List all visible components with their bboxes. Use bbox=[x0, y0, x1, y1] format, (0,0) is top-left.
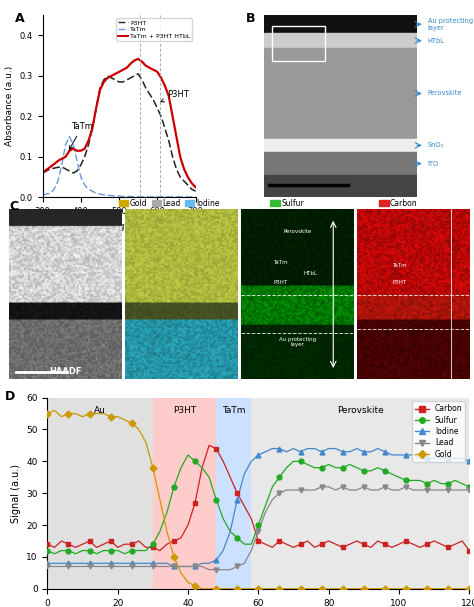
Text: C: C bbox=[9, 200, 18, 213]
Text: Perovskite: Perovskite bbox=[337, 405, 383, 415]
Bar bbox=[264, 139, 417, 152]
Text: HTbL: HTbL bbox=[428, 38, 445, 44]
Bar bbox=[47, 398, 153, 589]
Bar bbox=[216, 398, 251, 589]
Text: A: A bbox=[15, 12, 25, 24]
Text: P3HT: P3HT bbox=[161, 90, 189, 102]
Text: Sulfur: Sulfur bbox=[281, 199, 304, 208]
Text: Au: Au bbox=[94, 405, 106, 415]
Bar bbox=[264, 48, 417, 139]
Text: TaTm: TaTm bbox=[273, 260, 288, 265]
Legend: P3HT, TaTm, TaTm + P3HT HTbL: P3HT, TaTm, TaTm + P3HT HTbL bbox=[117, 18, 192, 41]
Bar bbox=[264, 33, 417, 48]
Text: Au protecting
layer: Au protecting layer bbox=[428, 18, 473, 30]
Text: TaTm: TaTm bbox=[392, 263, 407, 268]
Text: Au protecting
layer: Au protecting layer bbox=[279, 337, 316, 347]
Text: Gold: Gold bbox=[129, 199, 147, 208]
Legend: Carbon, Sulfur, Iodine, Lead, Gold: Carbon, Sulfur, Iodine, Lead, Gold bbox=[412, 401, 465, 462]
X-axis label: Wavelength (nm): Wavelength (nm) bbox=[80, 222, 158, 231]
Bar bbox=[272, 26, 326, 61]
Text: Carbon: Carbon bbox=[390, 199, 418, 208]
Bar bbox=[264, 15, 417, 33]
Text: SnO₂: SnO₂ bbox=[428, 143, 444, 148]
Text: P3HT: P3HT bbox=[273, 280, 287, 285]
Text: B: B bbox=[246, 12, 255, 24]
Text: Perovskite: Perovskite bbox=[428, 90, 462, 97]
Bar bbox=[264, 152, 417, 175]
Text: HTbL: HTbL bbox=[304, 271, 318, 277]
Text: Lead: Lead bbox=[163, 199, 181, 208]
Bar bbox=[251, 398, 469, 589]
Y-axis label: Signal (a.u.): Signal (a.u.) bbox=[10, 464, 21, 523]
Text: P3HT: P3HT bbox=[392, 280, 407, 285]
Text: ITO: ITO bbox=[428, 161, 439, 166]
Y-axis label: Absorbance (a.u.): Absorbance (a.u.) bbox=[5, 66, 14, 146]
Text: TaTm: TaTm bbox=[69, 122, 93, 149]
Bar bbox=[264, 175, 417, 197]
Text: Perovskite: Perovskite bbox=[283, 229, 311, 234]
Text: HAADF: HAADF bbox=[49, 367, 82, 376]
Bar bbox=[153, 398, 216, 589]
Text: D: D bbox=[5, 390, 16, 403]
Text: Iodine: Iodine bbox=[196, 199, 219, 208]
Text: P3HT: P3HT bbox=[173, 405, 196, 415]
Text: TaTm: TaTm bbox=[222, 405, 246, 415]
